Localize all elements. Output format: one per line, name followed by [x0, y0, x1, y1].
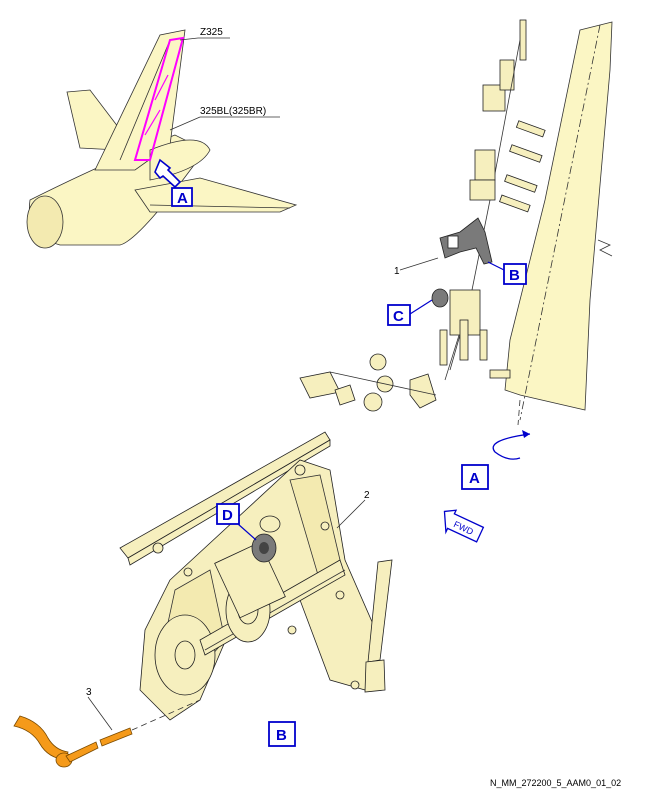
linkage-assembly: 1 — [394, 19, 546, 381]
view-a-arrow-box — [171, 187, 193, 207]
tool-item-3: 3 — [13, 687, 201, 768]
item-1-label: 1 — [394, 266, 400, 277]
view-a-rudder-linkage: 1 B C A FWD — [299, 19, 613, 543]
view-b-callout-box — [503, 263, 527, 285]
item-2-label: 2 — [364, 490, 370, 501]
view-c-callout-label: C — [393, 308, 404, 325]
rudder-highlight — [133, 36, 185, 161]
view-d-callout-label: D — [222, 507, 233, 524]
zone-label: Z325 — [200, 27, 223, 38]
tool-handle — [13, 715, 69, 761]
item-3-label: 3 — [86, 687, 92, 698]
view-a-title: A — [469, 470, 480, 487]
rudder-panel — [504, 21, 613, 411]
rotation-arrow-icon — [492, 433, 531, 460]
fwd-arrow-icon: FWD — [443, 509, 485, 543]
view-a-arrow-icon — [154, 158, 182, 189]
view-b-title: B — [276, 727, 287, 744]
view-c-callout-box — [387, 304, 411, 326]
view-b-mechanism: D 2 3 B — [13, 431, 393, 768]
lever-assembly — [439, 217, 493, 265]
tool-pin — [99, 727, 133, 747]
view-b-callout-label: B — [509, 267, 520, 284]
drawing-reference: N_MM_272200_5_AAM0_01_02 — [490, 778, 621, 788]
aircraft-tail-view: Z325 325BL(325BR) A — [26, 27, 298, 249]
view-b-title-box — [268, 721, 296, 747]
view-d-callout-box — [216, 503, 240, 525]
panel-label: 325BL(325BR) — [200, 106, 266, 117]
loose-parts — [299, 353, 437, 412]
view-a-title-box — [461, 464, 489, 490]
view-a-arrow-label: A — [177, 190, 188, 207]
part-c — [431, 288, 449, 308]
